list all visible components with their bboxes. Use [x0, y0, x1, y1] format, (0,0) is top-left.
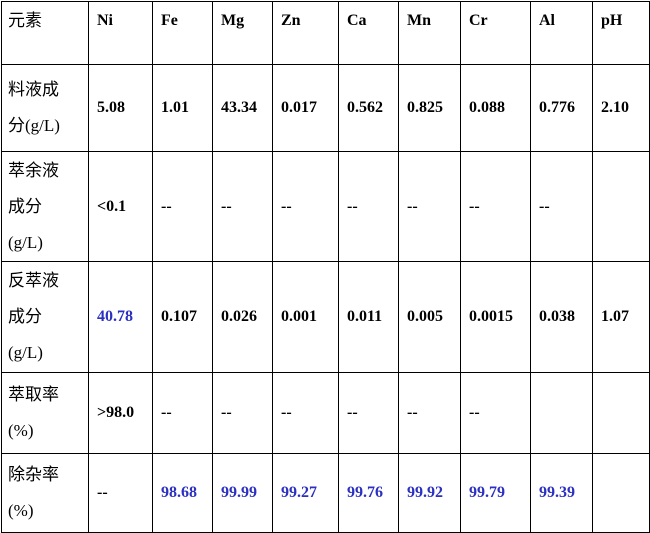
value-cell: --	[398, 151, 461, 262]
value-cell: 2.10	[592, 64, 650, 152]
value-cell: 98.68	[152, 453, 213, 533]
value-cell: --	[460, 151, 531, 262]
value-cell: 43.34	[212, 64, 273, 152]
data-row: 除杂率 (%) -- 98.68 99.99 99.27 99.76 99.92 99.79 9…	[1, 453, 650, 533]
value-cell: --	[338, 372, 399, 454]
value-cell: --	[460, 372, 531, 454]
value-cell	[592, 151, 650, 262]
row-label: 反萃液 成分 (g/L)	[1, 261, 89, 373]
data-row: 萃取率 (%) >98.0 -- -- -- -- -- --	[1, 372, 650, 454]
value-cell	[592, 372, 650, 454]
value-cell: 99.99	[212, 453, 273, 533]
header-cell: Ni	[88, 1, 153, 65]
value-cell: 0.026	[212, 261, 273, 373]
header-row: 元素 Ni Fe Mg Zn Ca Mn Cr Al pH	[1, 1, 650, 65]
header-cell: Fe	[152, 1, 213, 65]
value-cell: 0.776	[530, 64, 593, 152]
value-cell: --	[272, 151, 339, 262]
value-cell: --	[338, 151, 399, 262]
value-cell: 99.27	[272, 453, 339, 533]
value-cell: 99.79	[460, 453, 531, 533]
value-cell: 0.107	[152, 261, 213, 373]
header-cell: 元素	[1, 1, 89, 65]
value-cell: 0.088	[460, 64, 531, 152]
header-cell: Cr	[460, 1, 531, 65]
value-cell: 5.08	[88, 64, 153, 152]
value-cell: 99.76	[338, 453, 399, 533]
value-cell: 99.39	[530, 453, 593, 533]
value-cell	[530, 372, 593, 454]
value-cell: 99.92	[398, 453, 461, 533]
row-label: 萃余液 成分 (g/L)	[1, 151, 89, 262]
row-label: 料液成 分(g/L)	[1, 64, 89, 152]
value-cell: 0.005	[398, 261, 461, 373]
value-cell: --	[272, 372, 339, 454]
value-cell: >98.0	[88, 372, 153, 454]
data-row: 反萃液 成分 (g/L) 40.78 0.107 0.026 0.001 0.011 0.0…	[1, 261, 650, 373]
value-cell: --	[88, 453, 153, 533]
value-cell: 0.825	[398, 64, 461, 152]
data-row: 萃余液 成分 (g/L) <0.1 -- -- -- -- -- -- --	[1, 151, 650, 262]
header-cell: Ca	[338, 1, 399, 65]
value-cell: --	[152, 151, 213, 262]
value-cell: <0.1	[88, 151, 153, 262]
value-cell: --	[530, 151, 593, 262]
value-cell: --	[398, 372, 461, 454]
header-cell: pH	[592, 1, 650, 65]
row-label: 萃取率 (%)	[1, 372, 89, 454]
value-cell: --	[152, 372, 213, 454]
value-cell: 40.78	[88, 261, 153, 373]
header-cell: Mn	[398, 1, 461, 65]
value-cell: 0.011	[338, 261, 399, 373]
value-cell	[592, 453, 650, 533]
value-cell: --	[212, 372, 273, 454]
value-cell: --	[212, 151, 273, 262]
value-cell: 0.001	[272, 261, 339, 373]
value-cell: 1.07	[592, 261, 650, 373]
value-cell: 0.0015	[460, 261, 531, 373]
value-cell: 0.017	[272, 64, 339, 152]
value-cell: 0.562	[338, 64, 399, 152]
header-cell: Zn	[272, 1, 339, 65]
value-cell: 1.01	[152, 64, 213, 152]
row-label: 除杂率 (%)	[1, 453, 89, 533]
value-cell: 0.038	[530, 261, 593, 373]
data-row: 料液成 分(g/L) 5.08 1.01 43.34 0.017 0.562 0.825 0.…	[1, 64, 650, 152]
header-cell: Al	[530, 1, 593, 65]
header-cell: Mg	[212, 1, 273, 65]
